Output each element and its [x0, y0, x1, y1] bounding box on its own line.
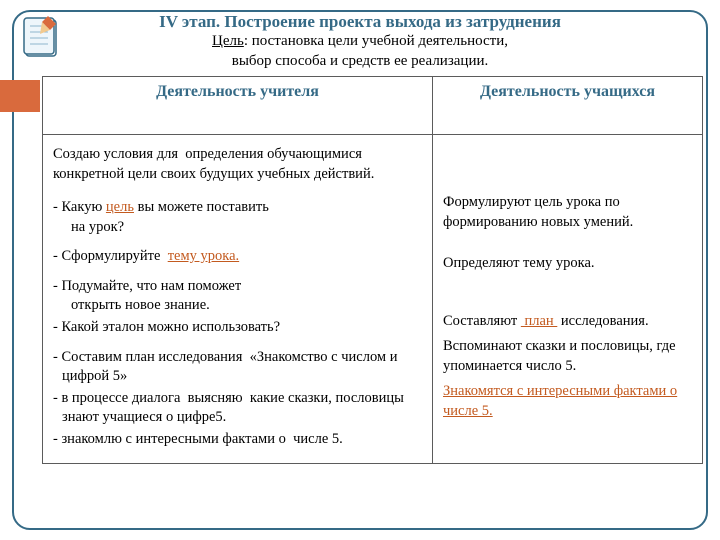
teacher-b7: - знакомлю с интересными фактами о числе…	[53, 430, 424, 450]
students-p5: Знакомятся с интересными фактами о числе…	[443, 382, 694, 421]
text: исследования.	[557, 313, 648, 329]
accent-bar	[0, 80, 40, 112]
link-topic: тему урока.	[168, 248, 239, 264]
students-p4: Вспоминают сказки и пословицы, где упоми…	[443, 337, 694, 376]
table-body-row: Создаю условия для определения обучающим…	[43, 135, 703, 464]
text: - Какую	[53, 199, 106, 215]
activity-table: Деятельность учителя Деятельность учащих…	[42, 76, 703, 464]
table-header-row: Деятельность учителя Деятельность учащих…	[43, 77, 703, 135]
students-p2: Определяют тему урока.	[443, 254, 694, 274]
teacher-cell: Создаю условия для определения обучающим…	[43, 135, 433, 464]
teacher-b1: - Какую цель вы можете поставить на урок…	[53, 198, 424, 237]
teacher-p1: Создаю условия для определения обучающим…	[53, 145, 424, 184]
link-plan: план	[521, 313, 557, 329]
students-p3: Составляют план исследования.	[443, 312, 694, 332]
goal-label: Цель	[212, 33, 244, 49]
link-goal: цель	[106, 199, 134, 215]
text: - Подумайте, что нам поможет	[53, 278, 241, 294]
link-facts: Знакомятся с интересными фактами о числе…	[443, 383, 677, 419]
students-p1: Формулируют цель урока по формированию н…	[443, 193, 694, 232]
teacher-b2: - Сформулируйте тему урока.	[53, 247, 424, 267]
goal-line-1: : постановка цели учебной деятельности,	[244, 33, 508, 49]
header-students: Деятельность учащихся	[433, 77, 703, 135]
teacher-b5: - Составим план исследования «Знакомство…	[53, 348, 424, 387]
text: на урок?	[62, 218, 424, 238]
students-cell: Формулируют цель урока по формированию н…	[433, 135, 703, 464]
teacher-b3: - Подумайте, что нам поможет открыть нов…	[53, 277, 424, 316]
text: вы можете поставить	[134, 199, 269, 215]
teacher-b6: - в процессе диалога выясняю какие сказк…	[53, 389, 424, 428]
stage-title: IV этап. Построение проекта выхода из за…	[0, 12, 720, 32]
goal-text: Цель: постановка цели учебной деятельнос…	[0, 32, 720, 71]
goal-line-2: выбор способа и средств ее реализации.	[232, 53, 489, 69]
header-teacher: Деятельность учителя	[43, 77, 433, 135]
teacher-b4: - Какой эталон можно использовать?	[53, 318, 424, 338]
text: Составляют	[443, 313, 521, 329]
text: открыть новое знание.	[62, 296, 424, 316]
text: - Сформулируйте	[53, 248, 168, 264]
